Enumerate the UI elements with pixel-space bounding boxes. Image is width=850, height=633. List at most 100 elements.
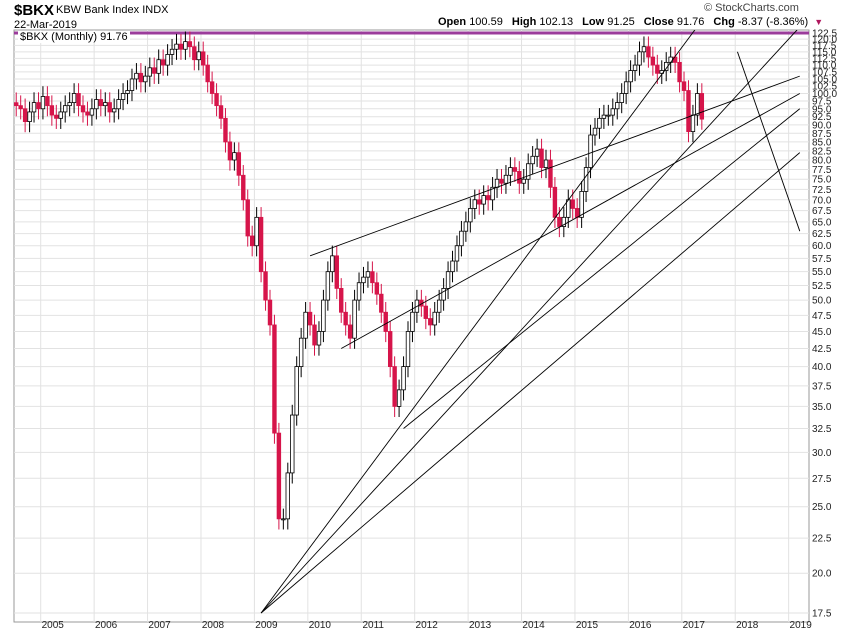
y-tick-label: 17.5	[812, 609, 832, 620]
candle-body	[330, 255, 335, 273]
candle	[637, 41, 642, 76]
candle	[258, 207, 264, 283]
y-tick-label: 90.0	[812, 120, 832, 131]
candle-body	[472, 199, 477, 209]
y-tick-label: 45.0	[812, 327, 832, 338]
candle-body	[223, 117, 228, 143]
candle	[192, 36, 197, 71]
candle-body	[321, 299, 326, 332]
candle-body	[107, 102, 112, 113]
candle	[521, 168, 526, 194]
candle-body	[334, 255, 339, 289]
candle-body	[294, 366, 299, 416]
candle	[111, 98, 117, 123]
y-tick-label: 60.0	[812, 241, 832, 252]
candle-body	[40, 96, 46, 110]
candle	[468, 198, 473, 233]
candle-body	[232, 152, 237, 161]
y-tick-label: 32.5	[812, 424, 832, 435]
candle	[352, 289, 357, 349]
y-tick-label: 80.0	[812, 155, 832, 166]
candle	[592, 117, 598, 146]
y-tick-label: 25.0	[812, 502, 832, 513]
candle	[401, 356, 406, 401]
candle-body	[325, 271, 331, 301]
candle	[526, 153, 531, 190]
candle	[58, 101, 63, 129]
candle-body	[454, 245, 460, 262]
candle	[619, 83, 624, 114]
candle-body	[258, 216, 264, 273]
candle	[272, 314, 277, 444]
candle	[174, 33, 179, 60]
candle	[54, 104, 59, 129]
candle-body	[152, 67, 157, 74]
candle	[152, 57, 157, 84]
candle	[196, 41, 201, 71]
candle-body	[695, 93, 700, 116]
x-tick-label: 2011	[362, 620, 384, 631]
candle-body	[396, 389, 402, 407]
candle-body	[668, 56, 673, 63]
candle-body	[588, 134, 593, 168]
candle	[459, 220, 464, 257]
candle	[223, 108, 228, 153]
candle	[503, 165, 509, 194]
candle-body	[76, 93, 81, 107]
x-tick-label: 2019	[790, 620, 813, 631]
candle-body	[374, 282, 380, 295]
candle-body	[134, 72, 139, 80]
candle-body	[178, 43, 184, 50]
candle-body	[45, 96, 50, 107]
candle-body	[637, 51, 642, 66]
trendline	[260, 152, 801, 614]
candle-body	[401, 366, 406, 391]
stockcharts-brand[interactable]: © StockCharts.com	[704, 2, 799, 14]
candle-body	[481, 195, 486, 205]
y-tick-label: 72.5	[812, 185, 832, 196]
candle-body	[650, 56, 656, 66]
candle	[22, 98, 28, 133]
down-triangle-icon: ▼	[814, 17, 824, 27]
y-tick-label: 20.0	[812, 569, 832, 580]
y-tick-label: 87.5	[812, 129, 832, 140]
candle	[80, 95, 86, 123]
candle-body	[521, 178, 526, 184]
candle-body	[557, 216, 562, 227]
candle-body	[263, 271, 268, 301]
candle	[655, 54, 660, 84]
candle	[209, 71, 215, 105]
y-tick-label: 35.0	[812, 402, 832, 413]
candle-body	[597, 117, 602, 129]
candle-body	[272, 324, 277, 434]
y-tick-label: 82.5	[812, 146, 832, 157]
symbol-title: $BKX	[14, 2, 55, 19]
candle-body	[183, 41, 188, 50]
y-tick-label: 115.0	[812, 47, 837, 58]
candle-body	[592, 127, 598, 136]
candle-body	[686, 90, 691, 132]
candle-body	[267, 299, 273, 326]
y-tick-label: 100.0	[812, 89, 837, 100]
candle-body	[615, 102, 620, 110]
candle	[227, 131, 233, 171]
candle	[276, 422, 282, 530]
candle	[31, 92, 37, 123]
candle	[76, 83, 81, 117]
candle-body	[339, 287, 344, 313]
y-tick-label: 52.5	[812, 281, 832, 292]
candle	[583, 157, 589, 203]
candle-body	[236, 152, 242, 176]
x-tick-label: 2007	[148, 620, 171, 631]
candle	[143, 65, 148, 93]
candle-body	[254, 216, 259, 247]
candle-body	[450, 260, 455, 273]
candle	[365, 261, 371, 288]
x-tick-label: 2014	[522, 620, 545, 631]
candle-body	[298, 337, 304, 367]
candle-body	[85, 111, 90, 116]
candle	[517, 161, 522, 194]
y-tick-label: 40.0	[812, 362, 832, 373]
y-tick-label: 122.5	[812, 29, 837, 40]
